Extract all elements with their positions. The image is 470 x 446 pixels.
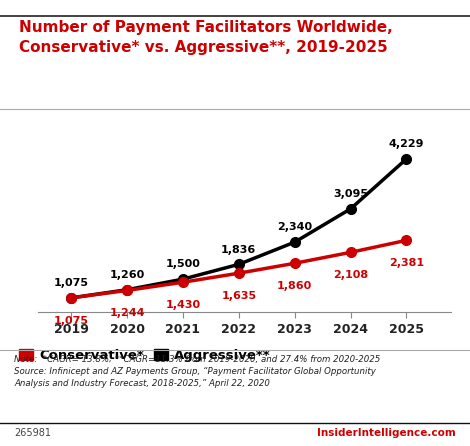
Text: 265981: 265981 — [14, 428, 51, 438]
Text: 1,635: 1,635 — [221, 291, 256, 301]
Text: 1,860: 1,860 — [277, 281, 313, 291]
Text: 4,229: 4,229 — [389, 139, 424, 149]
Text: 1,260: 1,260 — [110, 270, 145, 280]
Text: Conservative* vs. Aggressive**, 2019-2025: Conservative* vs. Aggressive**, 2019-202… — [19, 40, 388, 55]
Text: 1,836: 1,836 — [221, 244, 257, 255]
Legend: Conservative*, Aggressive**: Conservative*, Aggressive** — [19, 349, 271, 362]
Text: Number of Payment Facilitators Worldwide,: Number of Payment Facilitators Worldwide… — [19, 20, 392, 35]
Text: 1,500: 1,500 — [165, 260, 200, 269]
Text: 2,340: 2,340 — [277, 223, 312, 232]
Text: Note:  *CAGR= 13.8%; **CAGR=11.3% from 2019-2020, and 27.4% from 2020-2025
Sourc: Note: *CAGR= 13.8%; **CAGR=11.3% from 20… — [14, 355, 380, 388]
Text: 1,430: 1,430 — [165, 300, 201, 310]
Text: 1,075: 1,075 — [54, 278, 89, 288]
Text: InsiderIntelligence.com: InsiderIntelligence.com — [317, 428, 456, 438]
Text: 1,075: 1,075 — [54, 316, 89, 326]
Text: 2,381: 2,381 — [389, 258, 424, 268]
Text: 2,108: 2,108 — [333, 270, 368, 281]
Text: 3,095: 3,095 — [333, 189, 368, 199]
Text: 1,244: 1,244 — [110, 309, 145, 318]
